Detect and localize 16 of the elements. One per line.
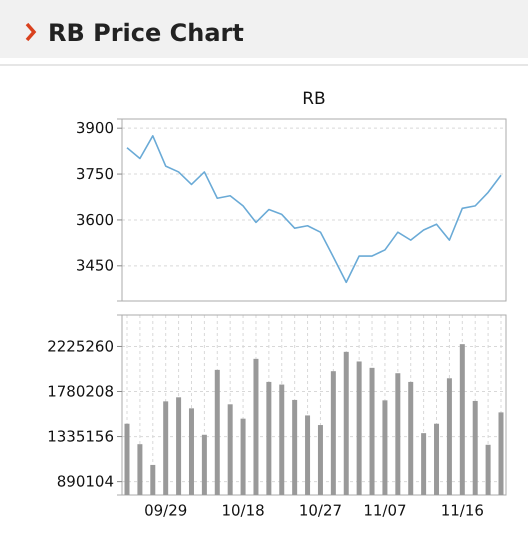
- y-tick-label: 1335156: [47, 427, 114, 446]
- line-series: [126, 135, 502, 284]
- x-tick-label: 10/18: [221, 502, 265, 520]
- y-tick-label: 3750: [76, 164, 114, 183]
- y-tick-label: 2225260: [47, 337, 114, 356]
- x-tick-label: 11/16: [440, 502, 484, 520]
- y-tick-label: 3600: [76, 210, 114, 229]
- y-tick-label: 890104: [56, 472, 114, 490]
- x-tick-label: 09/29: [144, 502, 188, 520]
- x-tick-label: 11/07: [363, 502, 407, 520]
- y-tick-label: 3900: [76, 118, 114, 137]
- x-tick-label: 10/27: [298, 502, 342, 520]
- chart-title: RB Price Chart: [48, 19, 244, 47]
- y-tick-label: 3450: [76, 256, 114, 275]
- chart-subtitle: RB: [302, 89, 326, 109]
- y-tick-label: 1780208: [47, 382, 114, 400]
